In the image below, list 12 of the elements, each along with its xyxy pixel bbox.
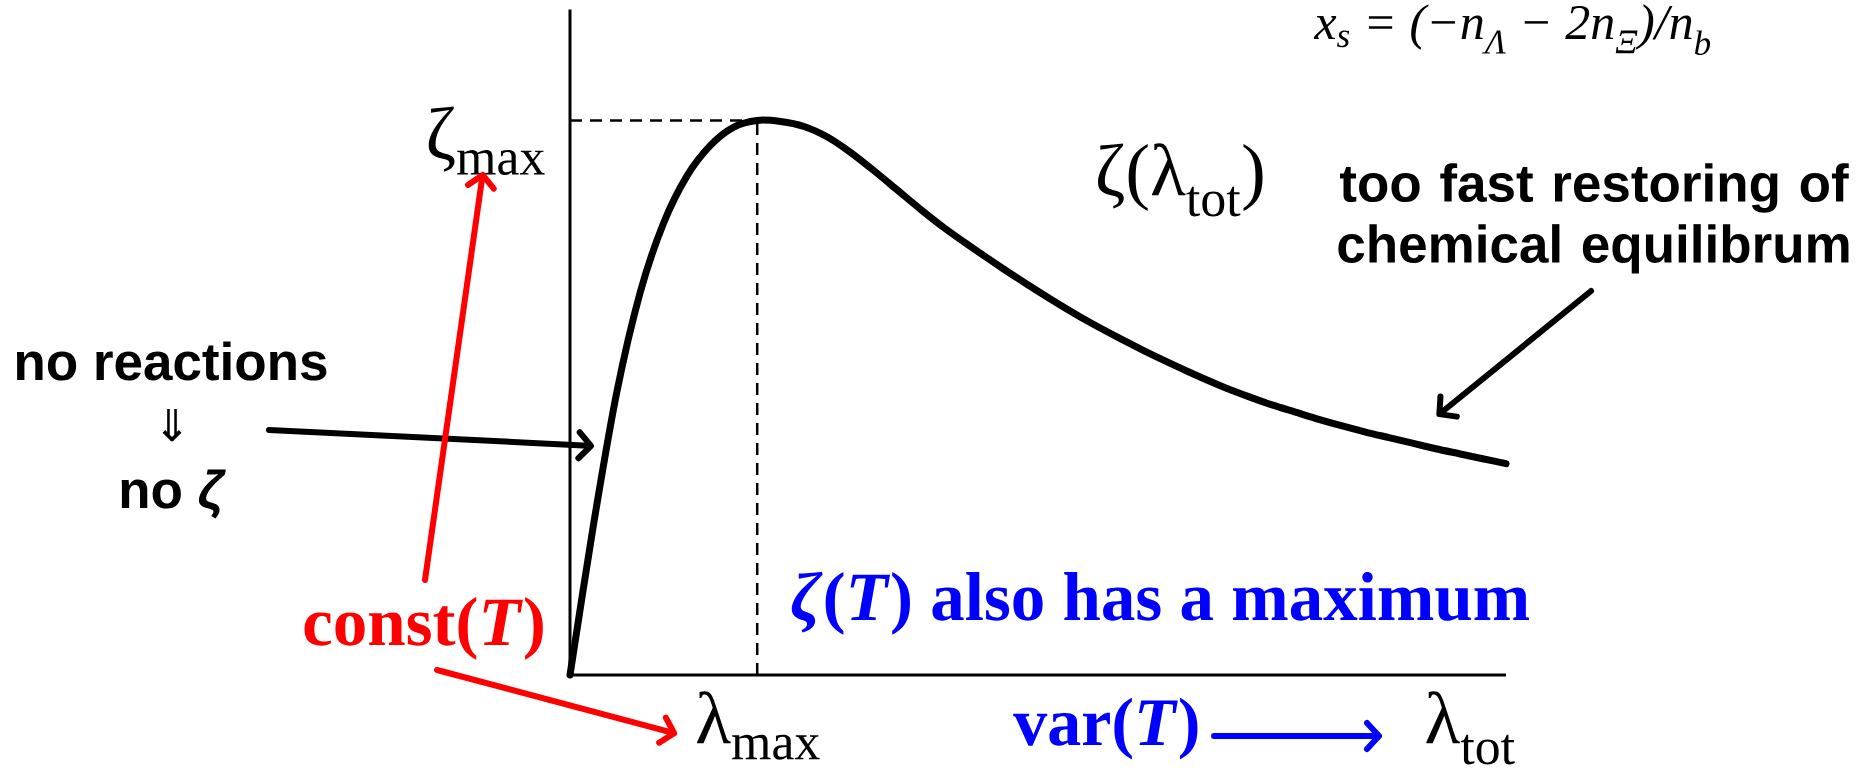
x-axis-title: λ$_{tot}$: [1426, 691, 1515, 765]
annotation: ζ(T) also has a maximum: [791, 571, 1530, 635]
ref-line-label: ζ$_{max}$: [428, 106, 545, 175]
text: ⇓: [162, 408, 182, 442]
text: const(T): [304, 597, 543, 660]
text: λ$_{max}$: [697, 691, 820, 760]
text: no reactions: [16, 341, 327, 381]
series-label: ζ(λ$_{tot}$): [1098, 143, 1263, 217]
text: no ζ: [121, 469, 226, 519]
text: x$_{s}$ = (−n$_{Λ}$ − 2n$_{Ξ}$)/n$_{b}$: [1313, 4, 1711, 56]
text: var(T): [1013, 697, 1198, 760]
annotation: too fast restoring of chemical equilibrum: [1338, 163, 1849, 274]
